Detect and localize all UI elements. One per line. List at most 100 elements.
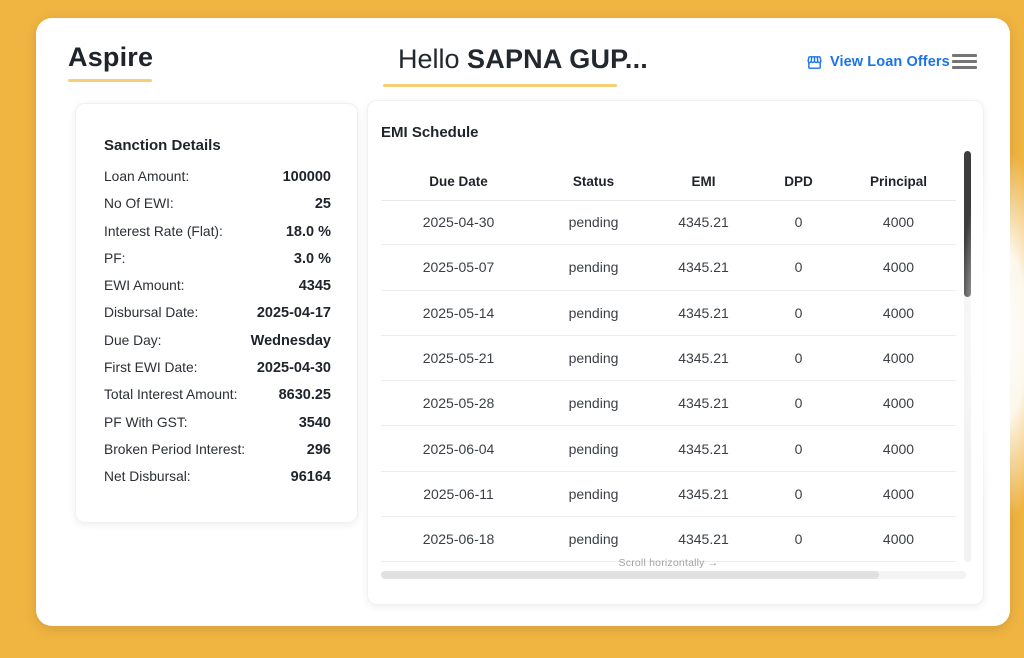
table-cell: 2025-06-11 <box>423 485 494 502</box>
emi-table-body[interactable]: 2025-04-30 pending 4345.21 0 4000 2025-05-07 p… <box>381 200 956 563</box>
sanction-details-title: Sanction Details <box>104 137 221 154</box>
table-row: 2025-05-07 pending 4345.21 0 4000 <box>381 245 956 291</box>
storefront-icon <box>806 54 823 71</box>
table-cell: 4345.21 <box>678 440 729 457</box>
sanction-value: 25 <box>314 196 331 213</box>
column-header-dpd: DPD <box>784 173 813 189</box>
table-row: 2025-06-11 pending 4345.21 0 4000 <box>381 472 956 518</box>
scroll-hint-text: Scroll horizontally → <box>618 557 719 569</box>
table-cell: 4000 <box>882 259 915 276</box>
greeting-prefix: Hello <box>398 44 468 74</box>
sanction-value: 2025-04-17 <box>256 305 331 322</box>
table-cell: 2025-05-28 <box>422 395 495 412</box>
sanction-row: Due Day: Wednesday <box>104 333 331 360</box>
sanction-label: Total Interest Amount: <box>104 387 238 403</box>
table-row: 2025-05-28 pending 4345.21 0 4000 <box>381 381 956 427</box>
table-cell: pending <box>568 531 619 548</box>
table-cell: 4000 <box>882 531 915 548</box>
table-cell: 0 <box>794 304 803 321</box>
view-loan-offers-button[interactable]: View Loan Offers <box>806 51 950 73</box>
sanction-value: 296 <box>306 441 331 458</box>
main-card: Aspire Hello SAPNA GUP... View Loan Offe… <box>36 18 1010 626</box>
table-cell: 0 <box>794 531 803 548</box>
table-cell: 4345.21 <box>678 214 729 231</box>
sanction-value: 100000 <box>282 169 331 185</box>
sanction-row: Net Disbursal: 96164 <box>104 469 331 496</box>
sanction-label: First EWI Date: <box>104 360 198 376</box>
sanction-label: PF With GST: <box>104 414 188 430</box>
sanction-value: 3540 <box>298 414 331 431</box>
brand-underline <box>68 79 152 82</box>
table-cell: 4000 <box>882 350 915 367</box>
table-cell: 4345.21 <box>678 395 729 412</box>
column-header-principal: Principal <box>869 173 928 189</box>
sanction-value: 2025-04-30 <box>256 360 331 377</box>
table-cell: 4000 <box>882 395 915 412</box>
table-cell: 0 <box>794 350 803 367</box>
table-cell: 2025-04-30 <box>422 214 495 231</box>
view-loan-offers-label: View Loan Offers <box>830 54 950 70</box>
horizontal-scrollbar-thumb[interactable] <box>381 571 879 579</box>
brand-logo: Aspire <box>68 42 154 72</box>
table-cell: pending <box>568 485 619 502</box>
table-cell: 4000 <box>882 485 915 502</box>
table-cell: 4345.21 <box>678 350 729 367</box>
sanction-label: PF: <box>104 250 126 266</box>
sanction-rows: Loan Amount: 100000 No Of EWI: 25 Interest R… <box>104 169 331 497</box>
sanction-label: Broken Period Interest: <box>104 441 246 457</box>
sanction-label: Net Disbursal: <box>104 469 191 485</box>
table-row: 2025-04-30 pending 4345.21 0 4000 <box>381 200 956 246</box>
sanction-label: Interest Rate (Flat): <box>104 223 223 239</box>
table-cell: 4345.21 <box>678 531 729 548</box>
table-cell: 2025-06-04 <box>422 440 495 457</box>
table-cell: 2025-05-21 <box>422 350 495 367</box>
table-row: 2025-05-14 pending 4345.21 0 4000 <box>381 291 956 336</box>
table-row: 2025-06-04 pending 4345.21 0 4000 <box>381 426 956 472</box>
table-cell: 0 <box>794 440 803 457</box>
sanction-row: EWI Amount: 4345 <box>104 278 331 305</box>
greeting-underline <box>383 84 617 87</box>
emi-table-header: Due Date Status EMI DPD Principal <box>381 163 956 199</box>
sanction-value: 4345 <box>298 278 331 295</box>
sanction-label: Due Day: <box>104 332 162 348</box>
table-cell: pending <box>568 440 619 457</box>
greeting-name: SAPNA GUP... <box>467 44 648 74</box>
table-header-divider <box>381 200 956 201</box>
column-header-due-date: Due Date <box>429 173 488 189</box>
sanction-label: EWI Amount: <box>104 278 185 294</box>
sanction-value: Wednesday <box>250 332 331 349</box>
sanction-row: First EWI Date: 2025-04-30 <box>104 360 331 387</box>
table-row: 2025-06-18 pending 4345.21 0 4000 <box>381 517 956 563</box>
table-cell: 4000 <box>882 440 915 457</box>
emi-schedule-card: EMI Schedule Due Date Status EMI DPD Pri… <box>367 100 984 605</box>
table-cell: 2025-05-14 <box>422 304 495 321</box>
table-cell: 4345.21 <box>678 259 729 276</box>
table-cell: 0 <box>794 214 803 231</box>
menu-icon[interactable] <box>952 54 977 69</box>
sanction-row: PF: 3.0 % <box>104 251 331 278</box>
sanction-value: 18.0 % <box>285 223 331 240</box>
sanction-label: Loan Amount: <box>104 169 190 184</box>
table-cell: pending <box>568 214 619 231</box>
emi-schedule-title: EMI Schedule <box>381 124 479 141</box>
vertical-scrollbar-thumb[interactable] <box>964 151 971 297</box>
table-row: 2025-05-21 pending 4345.21 0 4000 <box>381 336 956 382</box>
sanction-row: Interest Rate (Flat): 18.0 % <box>104 224 331 251</box>
table-cell: 2025-05-07 <box>422 259 495 276</box>
table-cell: 0 <box>794 485 803 502</box>
sanction-label: Disbursal Date: <box>104 305 199 321</box>
sanction-value: 8630.25 <box>278 387 331 404</box>
table-cell: pending <box>568 350 619 367</box>
sanction-row: Broken Period Interest: 296 <box>104 442 331 469</box>
table-cell: 0 <box>794 395 803 412</box>
table-cell: 4000 <box>882 304 915 321</box>
table-cell: 2025-06-18 <box>422 531 495 548</box>
sanction-value: 96164 <box>290 469 331 486</box>
sanction-row: No Of EWI: 25 <box>104 196 331 223</box>
table-cell: 0 <box>794 259 803 276</box>
table-cell: 4000 <box>882 214 915 231</box>
table-cell: pending <box>568 395 619 412</box>
column-header-status: Status <box>572 173 615 189</box>
sanction-label: No Of EWI: <box>104 196 174 212</box>
table-cell: 4345.21 <box>678 304 729 321</box>
